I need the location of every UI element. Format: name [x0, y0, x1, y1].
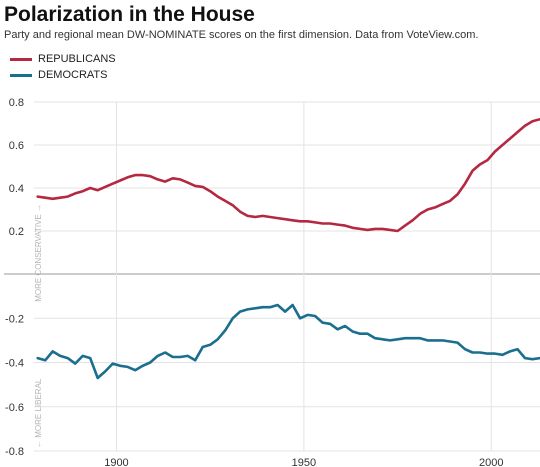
series-line-democrats: [36, 303, 540, 380]
x-tick-label: 1950: [292, 457, 316, 467]
annotation-more-conservative: MORE CONSERVATIVE →: [34, 204, 43, 302]
chart-title: Polarization in the House: [4, 3, 255, 26]
x-tick-label: 2000: [479, 457, 503, 467]
y-tick-label: 0.2: [9, 226, 24, 238]
legend-swatch-republicans: [10, 58, 32, 61]
legend-label-democrats: DEMOCRATS: [38, 69, 108, 81]
y-tick-label: -0.4: [5, 358, 24, 370]
annotation-more-liberal: ← MORE LIBERAL: [34, 378, 43, 448]
series-layer: [36, 117, 540, 380]
y-tick-label: 0.8: [9, 97, 24, 109]
legend-item-democrats: DEMOCRATS: [10, 68, 210, 82]
legend-label-republicans: REPUBLICANS: [38, 53, 116, 65]
legend-swatch-democrats: [10, 74, 32, 77]
grid-layer: [4, 101, 540, 452]
y-tick-label: -0.6: [5, 402, 24, 414]
y-tick-label: -0.8: [5, 446, 24, 458]
legend-item-republicans: REPUBLICANS: [10, 52, 210, 66]
y-tick-label: 0.4: [9, 183, 24, 195]
series-line-republicans: [36, 117, 540, 233]
tick-label-layer: 0.8 0.6 0.4 0.2 -0.2 -0.4 -0.6 -0.8 1900 1950 2000: [5, 97, 503, 467]
y-tick-label: -0.2: [5, 313, 24, 325]
x-tick-label: 1900: [104, 457, 128, 467]
y-tick-label: 0.6: [9, 140, 24, 152]
chart-subtitle: Party and regional mean DW-NOMINATE scor…: [4, 29, 479, 41]
